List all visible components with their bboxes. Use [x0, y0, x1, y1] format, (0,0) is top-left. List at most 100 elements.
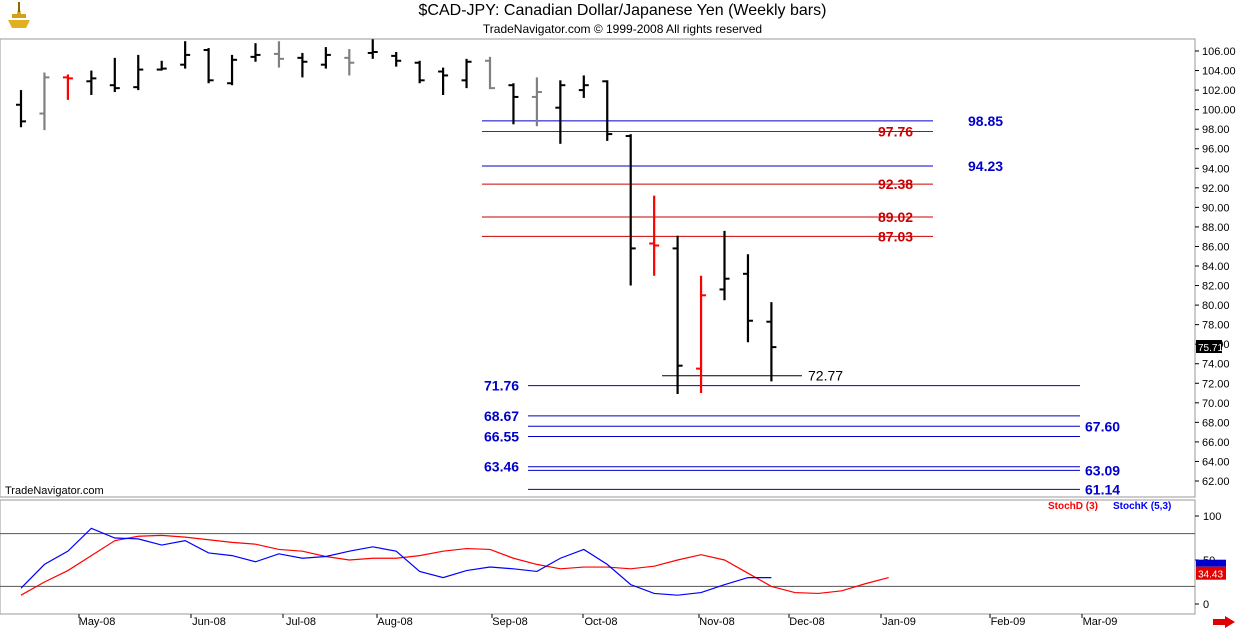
- ohlc-bar: [555, 80, 566, 144]
- ohlc-bar: [156, 60, 167, 71]
- ohlc-bar: [438, 67, 449, 95]
- price-tick-label: 74.00: [1202, 359, 1230, 371]
- ohlc-bar: [625, 134, 636, 286]
- ohlc-bar: [414, 60, 425, 84]
- ohlc-bar: [86, 70, 97, 95]
- price-pane-frame: [0, 38, 1196, 498]
- level-label: 94.23: [968, 158, 1003, 174]
- current-price-label: 75.71: [1198, 343, 1223, 354]
- level-label: 68.67: [484, 408, 519, 424]
- level-label: 66.55: [484, 429, 519, 445]
- price-tick-label: 96.00: [1202, 144, 1230, 156]
- price-tick-label: 70.00: [1202, 398, 1230, 410]
- ohlc-bar: [649, 195, 660, 276]
- level-label: 61.14: [1085, 481, 1120, 497]
- price-tick-label: 98.00: [1202, 124, 1230, 136]
- ohlc-bar: [344, 49, 355, 76]
- price-tick-label: 106.00: [1202, 46, 1236, 58]
- scroll-right-arrow-icon[interactable]: [1213, 616, 1235, 628]
- ohlc-bar: [531, 77, 542, 127]
- level-label: 92.38: [878, 176, 913, 192]
- ohlc-bar: [16, 90, 26, 128]
- ohlc-bar: [578, 75, 589, 98]
- time-tick-label: Jan-09: [882, 616, 916, 628]
- price-tick-label: 78.00: [1202, 320, 1230, 332]
- ohlc-bar: [273, 41, 284, 68]
- stochastic-pane: [0, 527, 1195, 596]
- time-tick-label: Sep-08: [492, 616, 527, 628]
- price-tick-label: 82.00: [1202, 281, 1230, 293]
- stoch-tick-label: 0: [1203, 599, 1209, 611]
- indicator-legend: StochD (3) StochK (5,3): [1048, 501, 1171, 512]
- level-label: 97.76: [878, 124, 913, 140]
- price-tick-label: 84.00: [1202, 261, 1230, 273]
- ohlc-bar: [250, 43, 261, 62]
- time-tick-label: Feb-09: [991, 616, 1026, 628]
- ohlc-bar: [367, 39, 378, 59]
- ohlc-bar: [742, 254, 753, 343]
- time-tick-label: Aug-08: [377, 616, 412, 628]
- ohlc-bar: [461, 58, 472, 89]
- stoch-current-label: 34.43: [1198, 570, 1223, 581]
- stoch-series-line: [20, 534, 889, 596]
- level-label: 63.09: [1085, 462, 1120, 478]
- time-tick-label: Jul-08: [286, 616, 316, 628]
- price-tick-label: 90.00: [1202, 202, 1230, 214]
- ohlc-bar: [672, 235, 683, 395]
- ohlc-bar: [180, 41, 191, 69]
- time-tick-label: Nov-08: [699, 616, 734, 628]
- price-tick-label: 62.00: [1202, 476, 1230, 488]
- level-label: 63.46: [484, 459, 519, 475]
- ohlc-bar: [696, 275, 707, 394]
- chart-subtitle: TradeNavigator.com © 1999-2008 All right…: [482, 22, 763, 36]
- price-axis: 62.0064.0066.0068.0070.0072.0074.0076.00…: [1195, 46, 1236, 488]
- level-label: 67.60: [1085, 418, 1120, 434]
- ohlc-bar: [602, 80, 613, 141]
- ohlc-bar: [297, 52, 308, 78]
- ohlc-bar: [227, 54, 238, 86]
- ohlc-bar: [133, 54, 144, 91]
- ohlc-bar: [766, 302, 777, 382]
- price-tick-label: 94.00: [1202, 163, 1230, 175]
- level-label: 98.85: [968, 113, 1003, 129]
- price-tick-label: 92.00: [1202, 183, 1230, 195]
- legend-stoch-d: StochD (3): [1048, 501, 1098, 512]
- watermark-label: TradeNavigator.com: [5, 485, 104, 497]
- ohlc-bar: [109, 57, 120, 93]
- time-axis: May-08 Jun-08 Jul-08 Aug-08 Sep-08 Oct-08 Nov-…: [78, 614, 1118, 628]
- support-resistance-levels: 98.85 97.76 94.23 92.38 89.02 87.03 72.77 71.76…: [482, 113, 1120, 497]
- price-tick-label: 104.00: [1202, 66, 1236, 78]
- time-tick-label: Oct-08: [584, 616, 617, 628]
- stochastic-axis: 05010034.43: [1195, 511, 1226, 611]
- price-tick-label: 80.00: [1202, 300, 1230, 312]
- legend-stoch-k: StochK (5,3): [1113, 501, 1171, 512]
- price-tick-label: 88.00: [1202, 222, 1230, 234]
- level-label: 72.77: [808, 368, 843, 384]
- price-tick-label: 72.00: [1202, 378, 1230, 390]
- ohlc-bar: [508, 83, 519, 125]
- indicator-pane-frame: [0, 499, 1196, 615]
- ohlc-bar: [203, 48, 214, 84]
- ohlc-bar: [485, 56, 495, 90]
- price-tick-label: 100.00: [1202, 105, 1236, 117]
- stoch-series-line: [20, 527, 772, 596]
- price-tick-label: 64.00: [1202, 456, 1230, 468]
- ohlc-bar: [39, 72, 50, 131]
- tradenavigator-logo-icon: [8, 2, 30, 28]
- ohlc-bar: [719, 230, 730, 301]
- ohlc-bars: [16, 39, 777, 395]
- price-tick-label: 102.00: [1202, 85, 1236, 97]
- chart-title: $CAD-JPY: Canadian Dollar/Japanese Yen (…: [418, 2, 827, 19]
- level-label: 87.03: [878, 228, 913, 244]
- price-tick-label: 66.00: [1202, 437, 1230, 449]
- price-tick-label: 86.00: [1202, 241, 1230, 253]
- stoch-k-tag: [1196, 559, 1226, 567]
- level-label: 71.76: [484, 378, 519, 394]
- ohlc-bar: [320, 47, 331, 69]
- stoch-d-tag: [1196, 566, 1226, 580]
- current-price-tag: [1196, 340, 1222, 354]
- stoch-tick-label: 100: [1203, 511, 1221, 523]
- time-tick-label: Jun-08: [192, 616, 226, 628]
- time-tick-label: Mar-09: [1083, 616, 1118, 628]
